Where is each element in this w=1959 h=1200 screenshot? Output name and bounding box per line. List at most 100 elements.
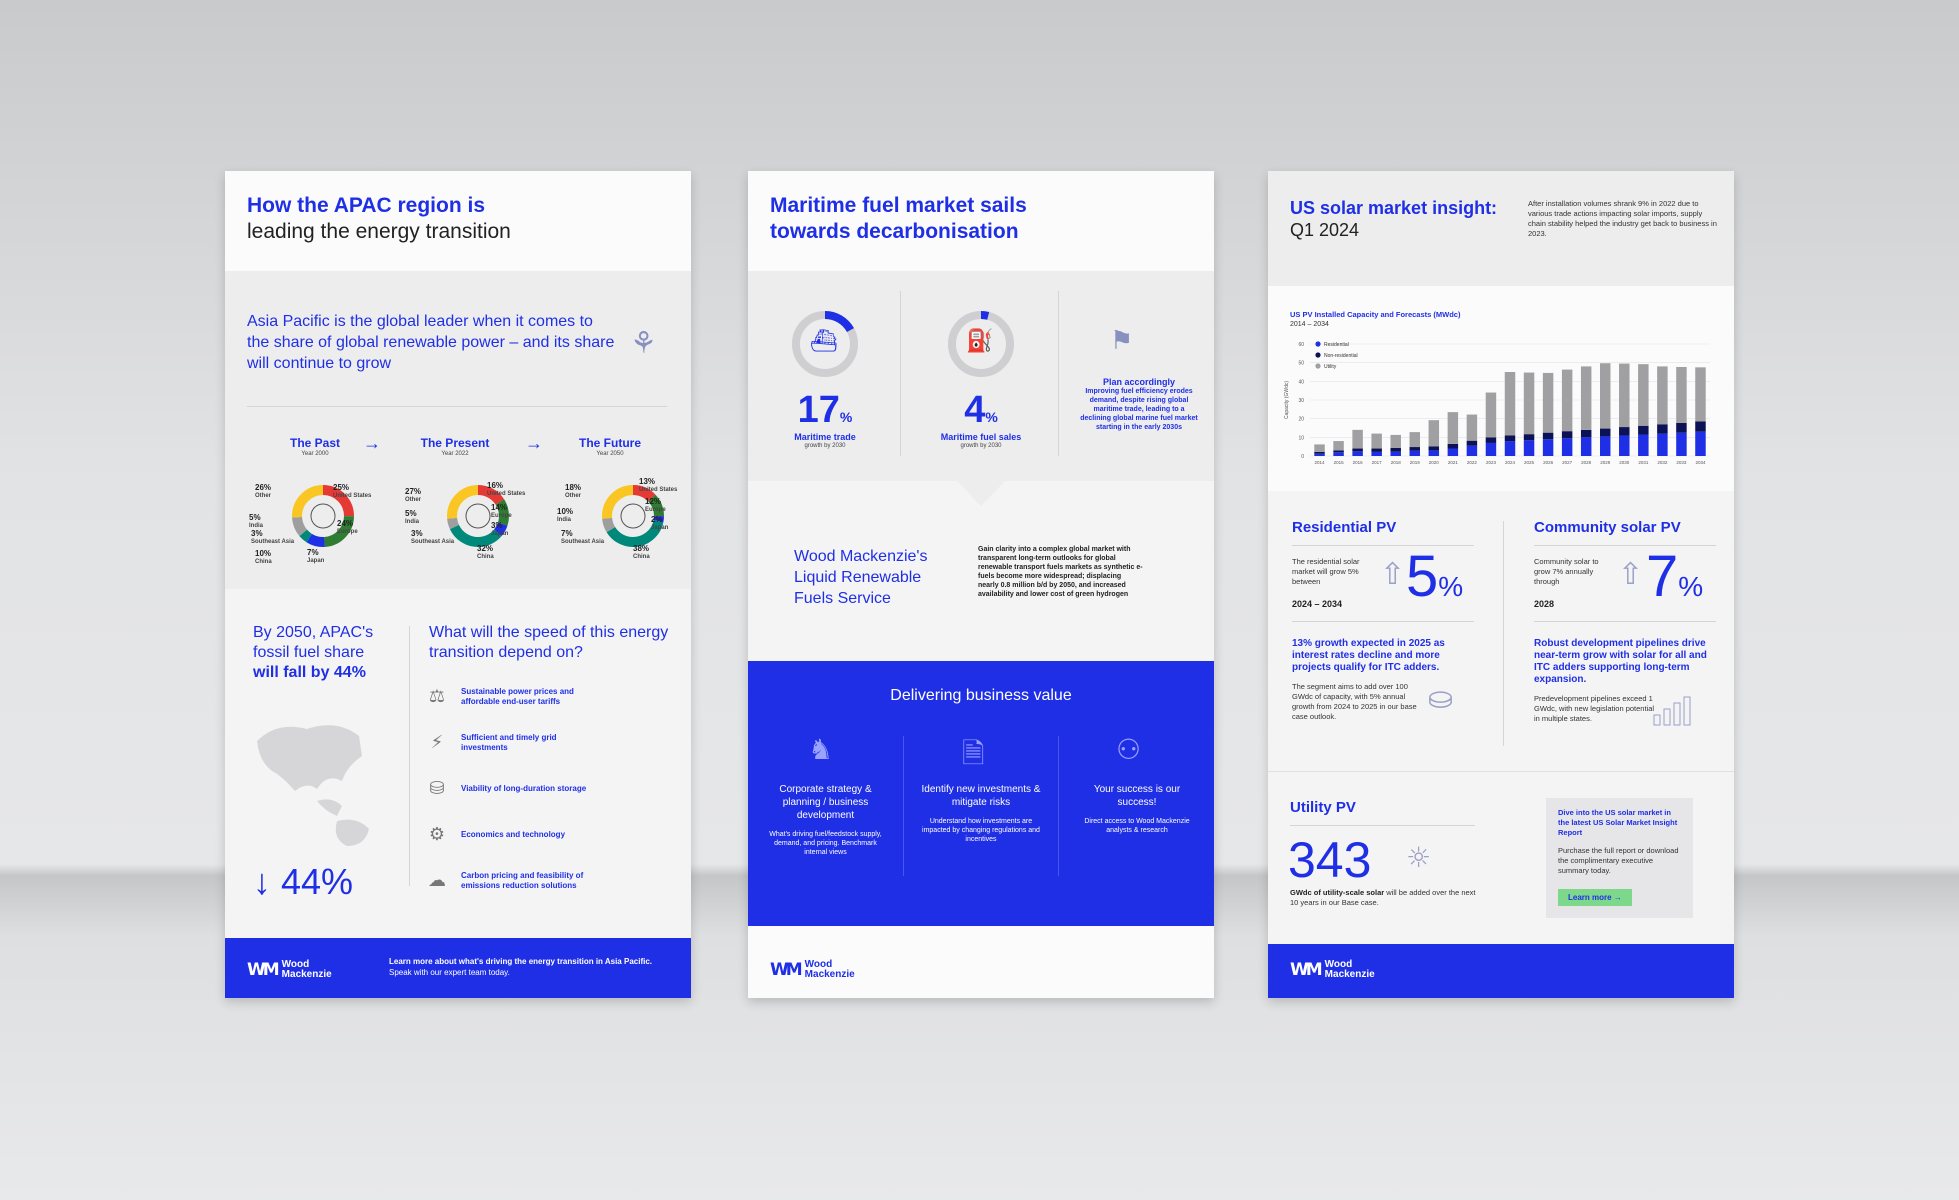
learn-more-button[interactable]: Learn more → xyxy=(1558,889,1632,906)
bar-utility xyxy=(1409,432,1420,448)
x-tick-label: 2026 xyxy=(1543,460,1554,465)
report-promo: Dive into the US solar market in the lat… xyxy=(1546,798,1693,918)
bar-residential xyxy=(1638,434,1649,456)
residential-years: 2024 – 2034 xyxy=(1292,599,1343,609)
bar-non-residential xyxy=(1600,428,1611,437)
bar-non-residential xyxy=(1314,451,1325,454)
residential-note: The segment aims to add over 100 GWdc of… xyxy=(1292,682,1417,721)
x-tick-label: 2014 xyxy=(1315,460,1326,465)
bar-non-residential xyxy=(1485,437,1497,443)
bar-utility xyxy=(1352,429,1363,449)
bar-non-residential xyxy=(1390,447,1401,452)
bar-non-residential xyxy=(1676,422,1687,433)
utility-value: 343 xyxy=(1288,832,1372,888)
arrow-icon: → xyxy=(363,433,381,453)
y-tick-label: 20 xyxy=(1298,417,1304,423)
bar-residential xyxy=(1390,451,1401,456)
service-title: Wood Mackenzie's Liquid Renewable Fuels … xyxy=(794,548,928,607)
factory-leaf-icon: ⚘ xyxy=(630,326,657,361)
bar-utility xyxy=(1695,367,1706,422)
solar-subtitle: Q1 2024 xyxy=(1290,220,1360,240)
divider xyxy=(247,406,667,407)
ship-icon: ⛴ xyxy=(810,329,838,354)
divider xyxy=(900,291,901,456)
service-text: Gain clarity into a complex global marke… xyxy=(978,546,1143,598)
bar-non-residential xyxy=(1638,425,1649,435)
bar-residential xyxy=(1352,451,1363,456)
solar-footer: WM Wood Mackenzie xyxy=(1268,944,1734,998)
bar-utility xyxy=(1371,433,1382,449)
bar-residential xyxy=(1676,432,1687,456)
y-tick-label: 60 xyxy=(1298,342,1304,348)
residential-note-bold: 13% growth expected in 2025 as interest … xyxy=(1292,638,1445,673)
era-donuts xyxy=(292,485,664,547)
community-title: Community solar PV xyxy=(1534,519,1681,536)
promo-text: Purchase the full report or download the… xyxy=(1558,846,1679,875)
divider xyxy=(1503,521,1504,746)
solar-intro: After installation volumes shrank 9% in … xyxy=(1528,199,1717,238)
bullet-carbon: ☁ Carbon pricing and feasibility of emiss… xyxy=(425,870,601,891)
bar-non-residential xyxy=(1428,446,1440,451)
x-tick-label: 2027 xyxy=(1562,460,1573,465)
footer-sub: Speak with our expert team today. xyxy=(389,968,510,977)
divider xyxy=(1534,621,1716,622)
solar-header: US solar market insight: Q1 2024 After i… xyxy=(1268,171,1734,286)
people-icon: ⚇ xyxy=(1116,733,1142,766)
maritime-header: Maritime fuel market sails towards decar… xyxy=(748,171,1214,271)
bar-utility xyxy=(1390,434,1401,448)
chart-section: US PV Installed Capacity and Forecasts (… xyxy=(1268,286,1734,491)
fuel-growth-value: 4 xyxy=(964,389,986,431)
y-tick-label: 40 xyxy=(1298,379,1304,385)
fuel-gauge xyxy=(948,311,1014,377)
y-tick-label: 30 xyxy=(1298,398,1304,404)
bar-residential xyxy=(1657,433,1668,456)
gear-icon: ⚙ xyxy=(428,824,446,845)
residential-desc: The residential solar market will grow 5… xyxy=(1292,557,1360,586)
community-growth-value: 7 xyxy=(1646,544,1679,609)
x-tick-label: 2030 xyxy=(1619,460,1630,465)
apac-title: How the APAC region is xyxy=(247,194,486,217)
bar-utility xyxy=(1333,441,1344,451)
bar-utility xyxy=(1561,369,1573,432)
x-tick-label: 2031 xyxy=(1638,460,1649,465)
donut-present xyxy=(447,485,509,547)
bar-residential xyxy=(1504,441,1516,456)
apac-subtitle: leading the energy transition xyxy=(247,220,511,243)
apac-footer: WM Wood Mackenzie Learn more about what's… xyxy=(225,938,691,998)
bar-residential xyxy=(1447,448,1459,456)
bar-non-residential xyxy=(1657,424,1668,434)
community-desc: Community solar to grow 7% annually thro… xyxy=(1534,557,1599,586)
bar-non-residential xyxy=(1542,432,1554,440)
bar-residential xyxy=(1600,436,1611,456)
y-tick-label: 10 xyxy=(1298,435,1304,441)
plan-title: Plan accordingly xyxy=(1102,377,1176,387)
utility-title: Utility PV xyxy=(1290,799,1356,816)
bar-non-residential xyxy=(1333,450,1344,453)
asia-map xyxy=(257,725,369,846)
legend-label: Utility xyxy=(1324,364,1337,370)
business-value-section: Delivering business value ♞ Corporate st… xyxy=(748,661,1214,926)
community-note-bold: Robust development pipelines drive near-… xyxy=(1534,638,1707,685)
strategy-icon: ♞ xyxy=(808,733,834,766)
legend-marker xyxy=(1315,352,1321,358)
x-tick-label: 2034 xyxy=(1695,460,1706,465)
bar-utility xyxy=(1638,364,1649,426)
bar-utility xyxy=(1619,363,1630,428)
maritime-card: Maritime fuel market sails towards decar… xyxy=(748,171,1214,998)
utility-note: will be added over the next 10 years in … xyxy=(1290,888,1476,907)
legend-label: Residential xyxy=(1324,342,1349,348)
bar-utility xyxy=(1657,366,1668,425)
footer-cta[interactable]: Learn more about what's driving the ener… xyxy=(389,957,652,966)
bar-residential xyxy=(1333,452,1344,456)
residential-title: Residential PV xyxy=(1292,519,1397,536)
bar-non-residential xyxy=(1504,435,1516,442)
growth-arrow-icon: ⇧ xyxy=(1380,557,1406,592)
donut-past xyxy=(292,485,354,547)
x-tick-label: 2028 xyxy=(1581,460,1592,465)
bar-utility xyxy=(1676,366,1687,423)
x-tick-label: 2020 xyxy=(1429,460,1440,465)
divider xyxy=(409,626,410,886)
apac-header: How the APAC region is leading the energ… xyxy=(225,171,691,271)
arrow-right-icon: → xyxy=(1613,893,1622,902)
